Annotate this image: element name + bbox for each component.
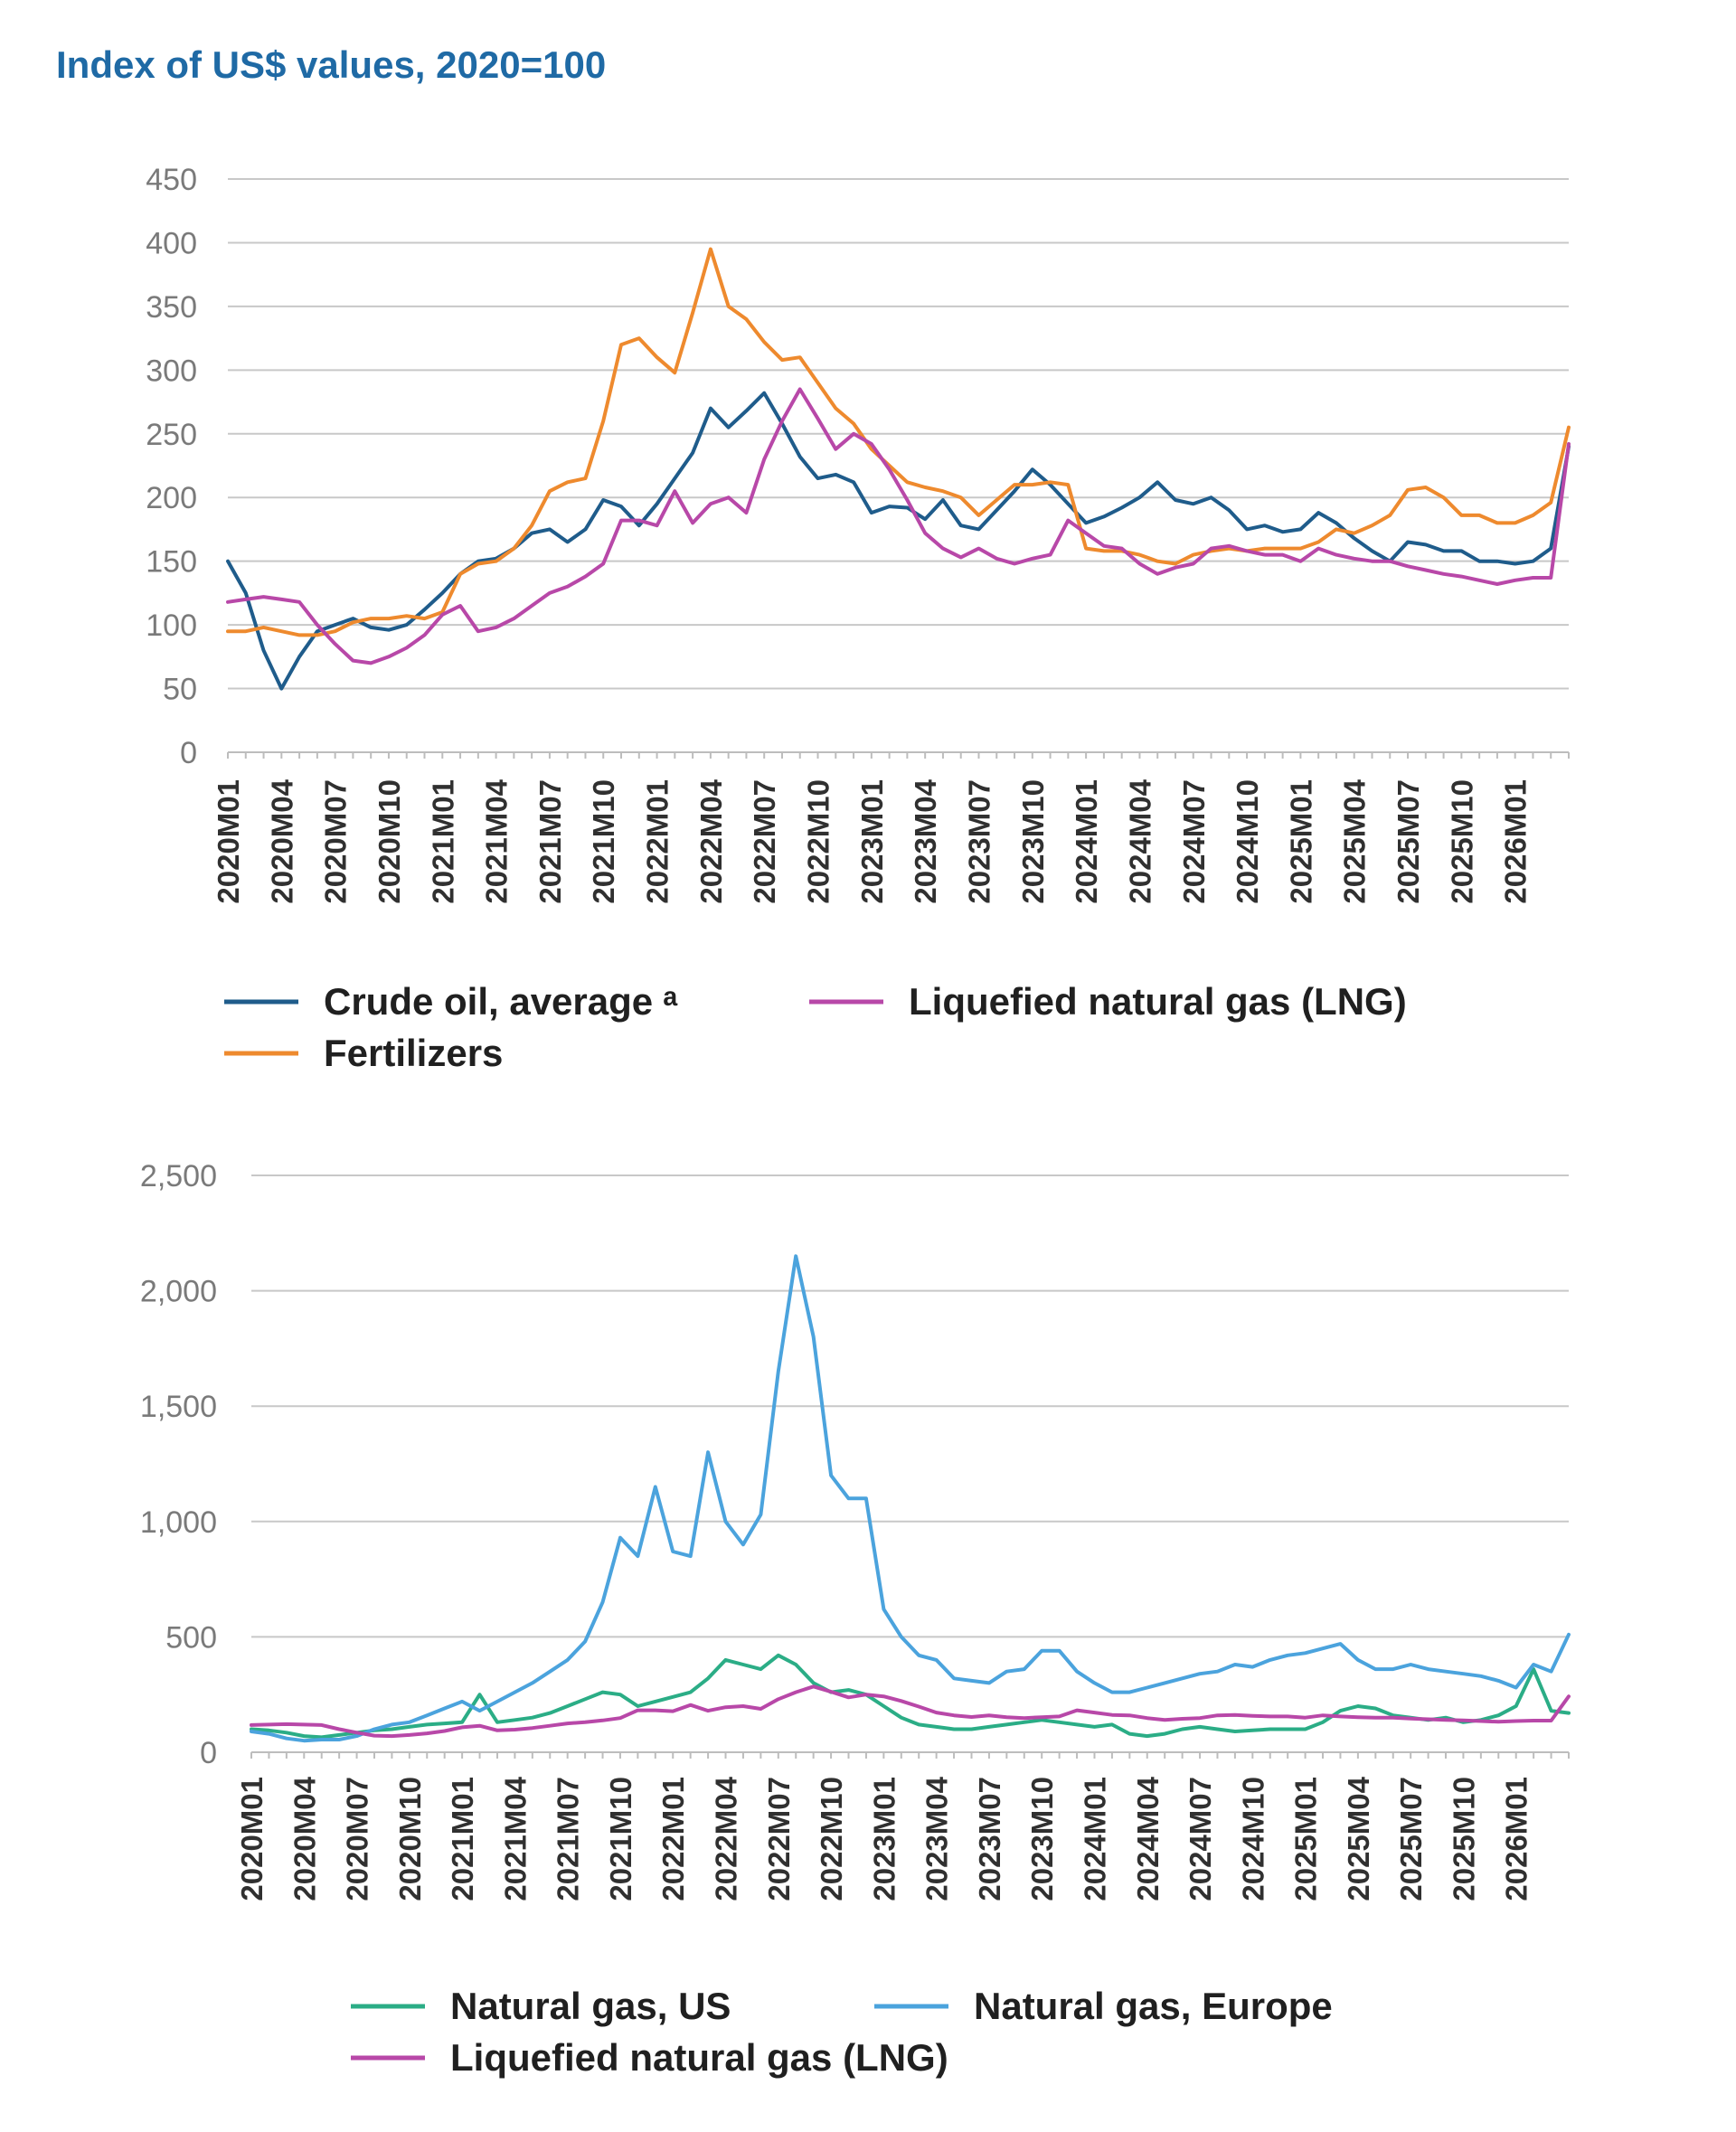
x-tick-label: 2021M10 <box>604 1777 637 1901</box>
y-tick-label: 150 <box>146 545 197 580</box>
x-tick-label: 2024M10 <box>1236 1777 1269 1901</box>
x-tick-label: 2021M07 <box>552 1777 585 1901</box>
series-line-us <box>250 1653 1571 1740</box>
y-tick-label: 400 <box>146 226 197 260</box>
x-axis: 2020M01 2020M04 2020M07 2020M10 2021M01 2021M… <box>212 751 1570 904</box>
x-tick-label: 2023M04 <box>920 1776 954 1901</box>
x-tick-label: 2024M04 <box>1131 1776 1165 1901</box>
x-tick-label: 2023M07 <box>962 779 995 904</box>
x-tick-label: 2022M01 <box>656 1777 690 1901</box>
x-tick-label: 2023M10 <box>1025 1777 1059 1901</box>
x-tick-label: 2025M10 <box>1445 779 1478 904</box>
y-axis: 0 50 100 150 200 250 300 350 400 450 <box>146 163 197 770</box>
legend-label: Natural gas, Europe <box>974 1985 1333 2027</box>
y-tick-label: 0 <box>180 736 197 770</box>
x-tick-label: 2024M07 <box>1177 779 1211 904</box>
x-tick-label: 2022M07 <box>762 1777 796 1901</box>
x-tick-label: 2023M10 <box>1016 779 1050 904</box>
x-tick-label: 2022M01 <box>641 779 675 904</box>
y-tick-label: 1,500 <box>140 1390 217 1424</box>
legend: Natural gas, US Natural gas, Europe Liquef… <box>351 1985 1333 2079</box>
x-tick-label: 2020M04 <box>265 778 298 903</box>
y-tick-label: 2,500 <box>140 1159 217 1193</box>
x-axis: 2020M01 2020M04 2020M07 2020M10 2021M01 2021M… <box>235 1751 1570 1901</box>
x-tick-label: 2020M10 <box>393 1777 427 1901</box>
series-lines <box>250 1254 1571 1743</box>
y-tick-label: 300 <box>146 354 197 388</box>
series-line-crude <box>226 391 1571 691</box>
x-tick-label: 2026M01 <box>1499 779 1533 904</box>
y-tick-label: 200 <box>146 481 197 515</box>
x-tick-label: 2020M04 <box>288 1776 321 1901</box>
x-tick-label: 2020M10 <box>373 779 406 904</box>
y-tick-label: 100 <box>146 608 197 643</box>
x-tick-label: 2024M07 <box>1184 1777 1217 1901</box>
legend-label: Fertilizers <box>324 1032 503 1074</box>
y-tick-label: 450 <box>146 163 197 197</box>
gridlines <box>251 1174 1569 1638</box>
x-tick-label: 2023M04 <box>909 778 942 903</box>
series-line-lng <box>226 387 1571 665</box>
legend: Crude oil, average ᵃ Liquefied natural ga… <box>224 980 1407 1074</box>
y-tick-label: 2,000 <box>140 1275 217 1309</box>
y-tick-label: 0 <box>200 1736 217 1770</box>
x-tick-label: 2020M07 <box>319 779 353 904</box>
x-tick-label: 2026M01 <box>1500 1777 1533 1901</box>
series-lines <box>226 247 1571 691</box>
legend-label: Liquefied natural gas (LNG) <box>450 2036 948 2079</box>
x-tick-label: 2021M07 <box>533 779 567 904</box>
x-tick-label: 2022M04 <box>710 1776 743 1901</box>
x-tick-label: 2025M07 <box>1394 1777 1428 1901</box>
gridlines <box>228 178 1569 690</box>
x-tick-label: 2023M01 <box>867 1777 901 1901</box>
series-line-lng <box>250 1684 1571 1739</box>
x-tick-label: 2025M01 <box>1284 779 1317 904</box>
x-tick-label: 2022M07 <box>748 779 781 904</box>
x-tick-label: 2021M01 <box>426 779 459 904</box>
x-tick-label: 2024M01 <box>1070 779 1103 904</box>
y-tick-label: 500 <box>165 1620 217 1655</box>
legend-label: Crude oil, average ᵃ <box>324 980 678 1023</box>
x-tick-label: 2024M04 <box>1123 778 1156 903</box>
x-tick-label: 2022M10 <box>815 1777 848 1901</box>
x-tick-label: 2024M10 <box>1231 779 1264 904</box>
x-tick-label: 2022M04 <box>694 778 728 903</box>
x-tick-label: 2025M10 <box>1447 1777 1480 1901</box>
y-tick-label: 50 <box>163 673 197 707</box>
x-tick-label: 2025M04 <box>1342 1776 1375 1901</box>
legend-label: Liquefied natural gas (LNG) <box>909 980 1407 1023</box>
legend-label: Natural gas, US <box>450 1985 731 2027</box>
x-tick-label: 2023M07 <box>973 1777 1006 1901</box>
x-tick-label: 2020M07 <box>341 1777 374 1901</box>
x-tick-label: 2022M10 <box>802 779 835 904</box>
x-tick-label: 2020M01 <box>212 779 245 904</box>
series-line-fert <box>226 247 1571 637</box>
x-tick-label: 2025M04 <box>1338 778 1372 903</box>
y-tick-label: 1,000 <box>140 1505 217 1540</box>
x-tick-label: 2021M04 <box>498 1776 532 1901</box>
y-tick-label: 250 <box>146 418 197 452</box>
y-axis: 0 500 1,000 1,500 2,000 2,500 <box>140 1159 217 1770</box>
series-line-europe <box>250 1254 1571 1743</box>
x-tick-label: 2021M01 <box>446 1777 479 1901</box>
x-tick-label: 2023M01 <box>855 779 889 904</box>
x-tick-label: 2020M01 <box>235 1777 269 1901</box>
x-tick-label: 2025M07 <box>1392 779 1425 904</box>
x-tick-label: 2024M01 <box>1078 1777 1111 1901</box>
y-tick-label: 350 <box>146 290 197 325</box>
x-tick-label: 2021M10 <box>587 779 620 904</box>
x-tick-label: 2025M01 <box>1289 1777 1323 1901</box>
x-tick-label: 2021M04 <box>480 778 514 903</box>
page-title: Index of US$ values, 2020=100 <box>56 43 607 86</box>
